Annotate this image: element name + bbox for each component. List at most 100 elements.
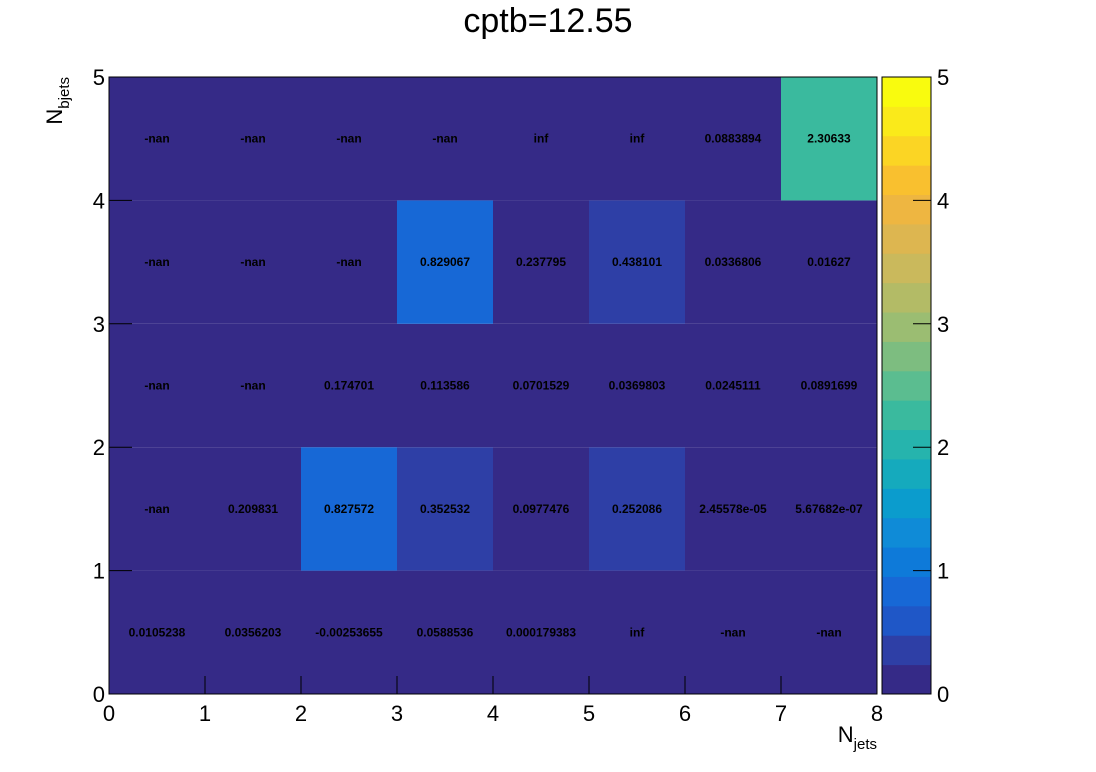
cell-value-label: 5.67682e-07: [795, 502, 863, 516]
cell-value-label: inf: [534, 132, 550, 146]
palette-swatch: [882, 253, 931, 284]
cell-value-label: -nan: [144, 502, 169, 516]
cell-value-label: 0.0701529: [513, 379, 570, 393]
z-tick-label: 5: [937, 65, 949, 90]
x-axis-ticks: 0 1 2 3 4 5 6 7 8: [103, 676, 883, 726]
cell-value-label: 0.827572: [324, 502, 374, 516]
x-tick-label: 5: [583, 701, 595, 726]
palette-swatch: [882, 282, 931, 313]
palette-swatch: [882, 106, 931, 137]
cell-value-label: -nan: [144, 379, 169, 393]
heatmap-cell: [205, 323, 301, 448]
cell-value-label: 0.01627: [807, 255, 851, 269]
heatmap-cell: [109, 200, 205, 324]
z-tick-label: 3: [937, 312, 949, 337]
y-axis-title-sub: bjets: [56, 77, 73, 109]
cell-value-label: 0.209831: [228, 502, 278, 516]
y-tick-label: 3: [93, 312, 105, 337]
cell-value-label: 0.0369803: [609, 379, 666, 393]
y-tick-label: 4: [93, 188, 105, 213]
cell-value-label: inf: [630, 625, 646, 639]
cell-value-label: 0.113586: [420, 379, 470, 393]
heatmap-cell: [685, 447, 781, 571]
palette-swatch: [882, 429, 931, 460]
heatmap-cell: [781, 77, 877, 201]
heatmap-cell-labels: 0.0105238 0.0356203 -0.00253655 0.0588536 0.…: [129, 132, 863, 640]
heatmap-cell: [397, 323, 493, 448]
y-tick-label: 1: [93, 559, 105, 584]
x-tick-label: 8: [871, 701, 883, 726]
palette-swatch: [882, 488, 931, 519]
cell-value-label: 0.0105238: [129, 625, 186, 639]
heatmap-cell: [685, 323, 781, 448]
cell-value-label: -nan: [144, 255, 169, 269]
cell-value-label: 0.0245111: [705, 379, 761, 393]
cell-value-label: 0.0588536: [417, 625, 474, 639]
x-axis-title-main: N: [838, 722, 854, 747]
cell-value-label: -nan: [240, 255, 265, 269]
cell-value-label: 0.0336806: [705, 255, 762, 269]
cell-value-label: 0.352532: [420, 502, 470, 516]
palette-swatch: [882, 458, 931, 489]
heatmap-cell: [109, 447, 205, 571]
heatmap-cell: [685, 200, 781, 324]
heatmap-cell: [781, 200, 877, 324]
cell-value-label: -nan: [240, 379, 265, 393]
z-tick-label: 4: [937, 188, 949, 213]
x-tick-label: 4: [487, 701, 499, 726]
x-axis-title: Njets: [838, 722, 877, 753]
heatmap-cell: [493, 447, 589, 571]
x-tick-label: 6: [679, 701, 691, 726]
palette-swatch: [882, 194, 931, 225]
cell-value-label: 2.30633: [807, 132, 851, 146]
palette-swatch: [882, 341, 931, 372]
palette-swatch: [882, 517, 931, 548]
x-tick-label: 2: [295, 701, 307, 726]
palette-swatch: [882, 400, 931, 431]
cell-value-label: 0.829067: [420, 255, 470, 269]
cell-value-label: 0.174701: [324, 379, 374, 393]
palette-swatch: [882, 135, 931, 166]
heatmap-cell: [589, 200, 685, 324]
y-axis-title: Nbjets: [42, 77, 73, 125]
heatmap-cell: [301, 200, 397, 324]
heatmap-cell: [397, 77, 493, 201]
cell-value-label: -nan: [432, 132, 457, 146]
heatmap-cell: [589, 570, 685, 694]
heatmap-cell: [301, 570, 397, 694]
palette-swatch: [882, 312, 931, 342]
heatmap-cells: [109, 77, 877, 694]
heatmap-cell: [781, 323, 877, 448]
cell-value-label: 0.438101: [612, 255, 662, 269]
x-tick-label: 1: [199, 701, 211, 726]
heatmap-cell: [205, 570, 301, 694]
y-axis-title-main: N: [42, 109, 67, 125]
heatmap-cell: [109, 323, 205, 448]
x-tick-label: 3: [391, 701, 403, 726]
cell-value-label: 0.0356203: [225, 625, 282, 639]
z-tick-label: 2: [937, 435, 949, 460]
y-tick-label: 5: [93, 65, 105, 90]
z-axis-ticks: 0 1 2 3 4 5: [913, 65, 949, 707]
heatmap-cell: [397, 200, 493, 324]
cell-value-label: inf: [630, 132, 646, 146]
y-axis-ticks: 0 1 2 3 4 5: [93, 65, 132, 707]
heatmap-cell: [685, 570, 781, 694]
cell-value-label: -nan: [720, 625, 745, 639]
cell-value-label: -nan: [336, 255, 361, 269]
heatmap-cell: [397, 570, 493, 694]
heatmap-cell: [301, 77, 397, 201]
cell-value-label: 0.0883894: [705, 132, 762, 146]
heatmap-cell: [589, 323, 685, 448]
cell-value-label: 0.252086: [612, 502, 662, 516]
heatmap-cell: [589, 77, 685, 201]
chart-title: cptb=12.55: [463, 2, 633, 40]
heatmap-cell: [781, 570, 877, 694]
palette-swatch: [882, 223, 931, 254]
x-tick-label: 0: [103, 701, 115, 726]
heatmap-cell: [301, 323, 397, 448]
cell-value-label: -nan: [144, 132, 169, 146]
palette-swatch: [882, 370, 931, 401]
cell-value-label: 0.000179383: [506, 625, 576, 639]
